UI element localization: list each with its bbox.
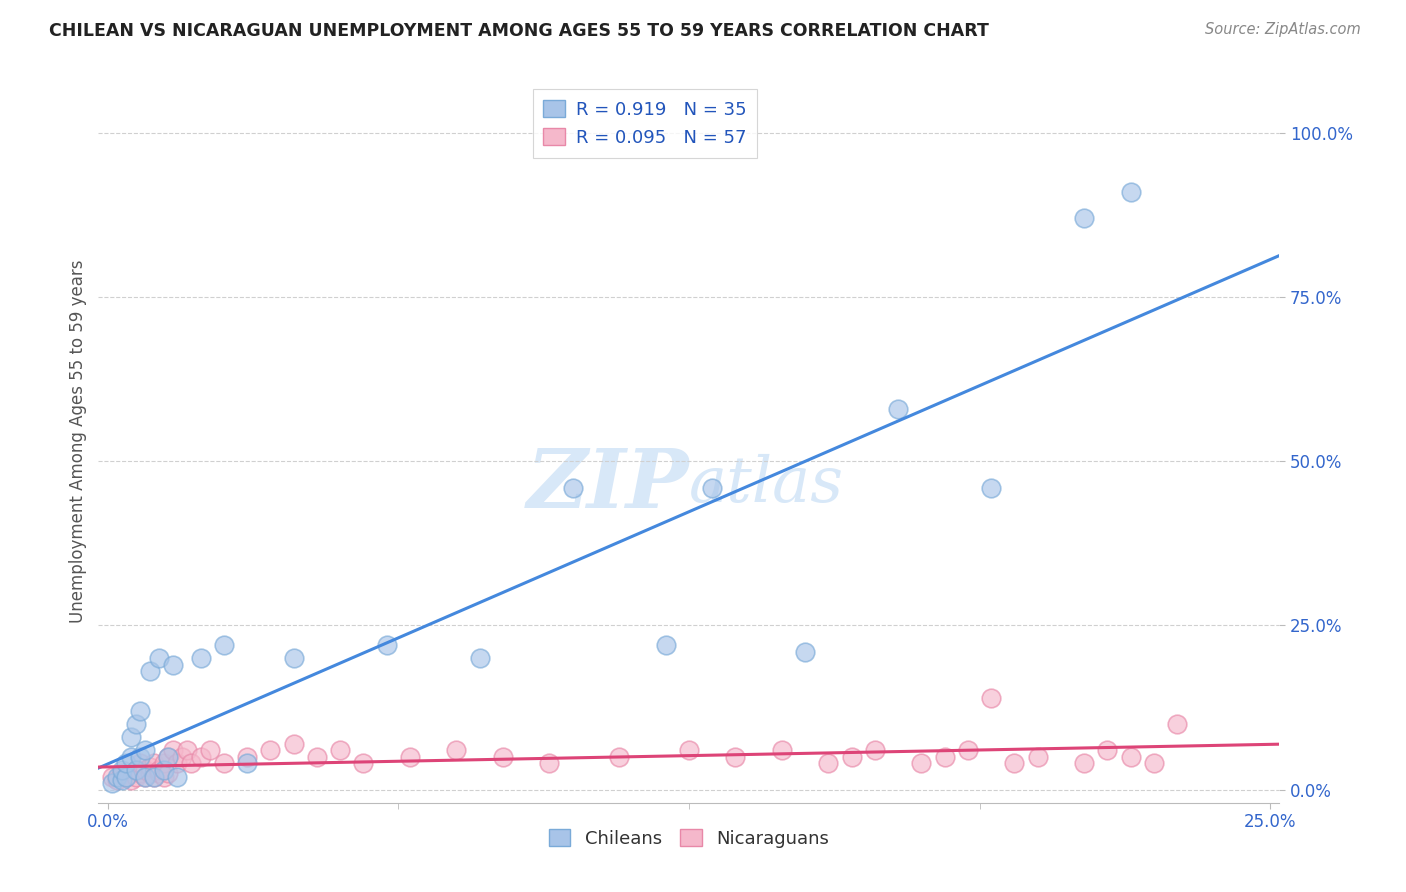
Point (863, 743, 886, 757)
Point (724, 749, 747, 764)
Point (934, 749, 956, 764)
Point (1002, 756, 1025, 771)
Point (105, 772, 128, 787)
Point (399, 749, 422, 764)
Point (134, 770, 156, 784)
Point (1166, 717, 1188, 731)
Point (105, 770, 128, 784)
Point (492, 749, 515, 764)
Point (143, 770, 166, 784)
Point (236, 756, 259, 771)
Point (101, 776, 124, 790)
Point (910, 756, 932, 771)
Point (329, 743, 352, 757)
Point (607, 749, 630, 764)
Point (353, 756, 375, 771)
Point (148, 651, 170, 665)
Point (111, 763, 134, 777)
Point (152, 770, 174, 784)
Point (138, 766, 160, 780)
Point (101, 770, 124, 784)
Point (1119, 185, 1142, 199)
Point (1026, 749, 1049, 764)
Point (259, 743, 281, 757)
Point (120, 730, 142, 744)
Point (129, 749, 152, 764)
Point (236, 749, 259, 764)
Point (702, 481, 724, 495)
Text: CHILEAN VS NICARAGUAN UNEMPLOYMENT AMONG AGES 55 TO 59 YEARS CORRELATION CHART: CHILEAN VS NICARAGUAN UNEMPLOYMENT AMONG… (49, 22, 988, 40)
Point (1143, 756, 1166, 771)
Point (124, 717, 146, 731)
Point (1119, 749, 1142, 764)
Point (157, 749, 180, 764)
Point (446, 743, 468, 757)
Point (538, 756, 561, 771)
Point (887, 401, 910, 416)
Point (115, 756, 138, 771)
Point (162, 657, 184, 672)
Point (212, 756, 235, 771)
Point (1073, 756, 1095, 771)
Y-axis label: Unemployment Among Ages 55 to 59 years: Unemployment Among Ages 55 to 59 years (69, 260, 87, 624)
Point (124, 763, 146, 777)
Text: Source: ZipAtlas.com: Source: ZipAtlas.com (1205, 22, 1361, 37)
Point (157, 749, 180, 764)
Point (162, 743, 184, 757)
Point (561, 481, 583, 495)
Point (1073, 211, 1095, 226)
Point (124, 770, 146, 784)
Point (138, 665, 160, 679)
Point (770, 743, 793, 757)
Point (152, 756, 174, 771)
Point (134, 743, 156, 757)
Point (678, 743, 700, 757)
Point (124, 763, 146, 777)
Point (138, 760, 160, 774)
Point (1097, 743, 1119, 757)
Legend: Chileans, Nicaraguans: Chileans, Nicaraguans (541, 822, 837, 855)
Point (283, 737, 305, 751)
Text: atlas: atlas (689, 454, 844, 516)
Point (794, 645, 817, 659)
Point (283, 651, 305, 665)
Point (180, 756, 202, 771)
Point (143, 756, 166, 771)
Point (956, 743, 979, 757)
Point (980, 481, 1002, 495)
Point (148, 766, 170, 780)
Point (190, 749, 212, 764)
Point (841, 749, 863, 764)
Point (212, 638, 235, 652)
Point (817, 756, 839, 771)
Point (152, 763, 174, 777)
Point (111, 772, 134, 787)
Point (172, 749, 194, 764)
Point (129, 766, 152, 780)
Text: ZIP: ZIP (526, 445, 689, 524)
Point (980, 690, 1002, 705)
Point (134, 770, 156, 784)
Point (115, 770, 138, 784)
Point (134, 763, 156, 777)
Point (190, 651, 212, 665)
Point (129, 756, 152, 771)
Point (115, 770, 138, 784)
Point (111, 766, 134, 780)
Point (654, 638, 676, 652)
Point (148, 763, 170, 777)
Point (305, 749, 328, 764)
Point (129, 704, 152, 718)
Point (468, 651, 491, 665)
Point (176, 743, 198, 757)
Point (198, 743, 221, 757)
Point (120, 772, 142, 787)
Point (157, 766, 180, 780)
Point (120, 749, 142, 764)
Point (143, 770, 166, 784)
Point (166, 770, 188, 784)
Point (375, 638, 398, 652)
Point (166, 756, 188, 771)
